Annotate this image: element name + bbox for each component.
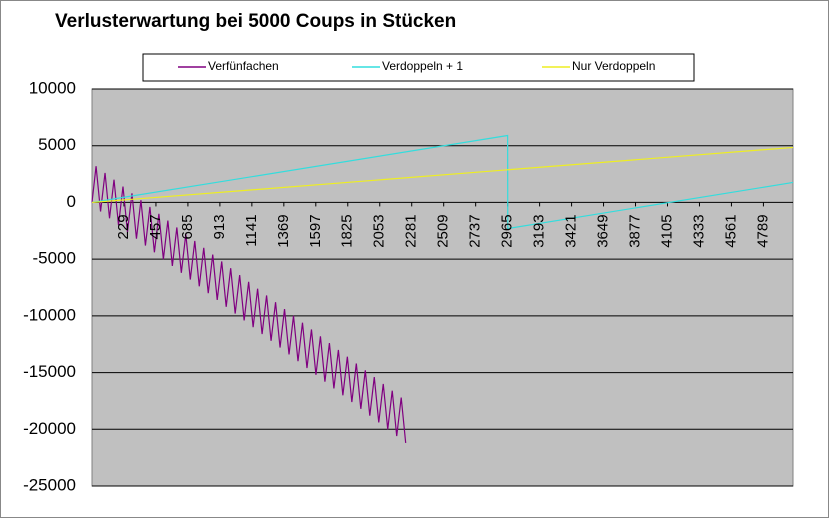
x-tick-label: 685 [179, 214, 196, 239]
series-group [91, 134, 794, 443]
x-tick-label: 3421 [563, 214, 580, 247]
legend-label: Verdoppeln + 1 [382, 59, 463, 73]
x-tick-label: 2509 [435, 214, 452, 247]
x-tick-label: 1825 [339, 214, 356, 247]
x-tick-label: 4561 [722, 214, 739, 247]
series-line [91, 166, 407, 443]
x-tick-label: 913 [211, 214, 228, 239]
y-tick-label: 10000 [29, 78, 76, 97]
labels: -25000 -20000 -15000 -10000 -5000 0 5000 10000 2… [23, 59, 771, 494]
y-tick-label: 0 [67, 192, 76, 211]
x-tick-label: 1597 [307, 214, 324, 247]
x-tick-label: 3193 [531, 214, 548, 247]
x-tick-label: 457 [147, 214, 164, 239]
x-tick-label: 4789 [754, 214, 771, 247]
x-tick-label: 2053 [371, 214, 388, 247]
x-tick-label: 1141 [243, 214, 260, 246]
y-tick-label: -20000 [23, 419, 76, 438]
x-tick-label: 3877 [626, 214, 643, 247]
y-tick-label: -5000 [33, 249, 76, 268]
y-tick-label: -25000 [23, 475, 76, 494]
x-tick-label: 2281 [403, 214, 420, 247]
y-tick-label: 5000 [38, 135, 76, 154]
chart-title: Verlusterwartung bei 5000 Coups in Stück… [55, 11, 456, 32]
legend-label: Nur Verdoppeln [572, 59, 655, 73]
plot-area [91, 88, 794, 487]
x-tick-label: 4333 [690, 214, 707, 247]
series-line [91, 134, 794, 230]
y-tick-label: -15000 [23, 362, 76, 381]
x-tick-label: 2737 [467, 214, 484, 247]
x-tick-label: 4105 [658, 214, 675, 247]
x-tick-label: 229 [115, 214, 132, 239]
x-tick-label: 2965 [499, 214, 516, 247]
x-tick-label: 1369 [275, 214, 292, 247]
grid [92, 88, 793, 487]
legend [142, 53, 695, 82]
x-tick-label: 3649 [595, 214, 612, 247]
y-tick-label: -10000 [23, 305, 76, 324]
series-line [91, 146, 794, 204]
legend-label: Verfünfachen [208, 59, 279, 73]
